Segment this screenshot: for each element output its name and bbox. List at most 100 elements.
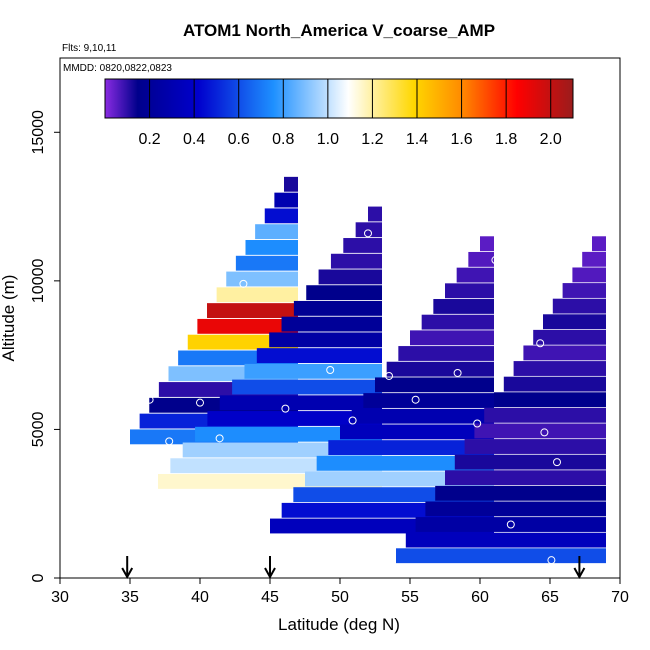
flight-point bbox=[453, 368, 462, 377]
colorbar-tick-label: 1.4 bbox=[406, 131, 428, 148]
colorbar bbox=[104, 78, 574, 119]
flight-point bbox=[491, 256, 500, 265]
heatmap-cell bbox=[582, 251, 606, 267]
heatmap-cell bbox=[207, 411, 382, 426]
heatmap-cell bbox=[454, 454, 606, 470]
x-tick-label: 55 bbox=[401, 589, 419, 606]
colorbar-tick-label: 1.2 bbox=[361, 131, 383, 148]
x-tick-label: 35 bbox=[121, 589, 139, 606]
flight-point bbox=[138, 196, 147, 205]
flight-point bbox=[239, 279, 248, 288]
heatmap-cell bbox=[195, 426, 382, 442]
heatmap-cell bbox=[503, 376, 606, 392]
flight-point bbox=[364, 229, 372, 238]
heatmap-cell bbox=[284, 176, 298, 192]
arrow-head bbox=[121, 567, 134, 580]
flight-point bbox=[540, 428, 549, 437]
heatmap-cell bbox=[264, 208, 298, 224]
heatmap-cell bbox=[533, 329, 606, 345]
heatmap-cell bbox=[363, 393, 494, 408]
flight-point bbox=[536, 339, 545, 348]
flight-point bbox=[196, 398, 204, 407]
dates-subtitle: MMDD: 0820,0822,0823 bbox=[63, 63, 172, 74]
heatmap-cell bbox=[398, 346, 494, 361]
heatmap-cell bbox=[386, 361, 494, 377]
flight-point bbox=[326, 366, 335, 374]
heatmap-cell bbox=[306, 285, 382, 301]
y-tick-label: 5000 bbox=[30, 412, 47, 448]
flight-point bbox=[301, 223, 309, 232]
colorbar-tick-label: 0.6 bbox=[228, 131, 250, 148]
heatmap-cell bbox=[256, 348, 382, 364]
heatmap-cell bbox=[255, 224, 298, 240]
heatmap-cell bbox=[464, 439, 606, 454]
flight-point bbox=[614, 250, 623, 259]
x-tick-label: 30 bbox=[51, 589, 69, 606]
flight-point bbox=[144, 196, 153, 205]
flight-point bbox=[215, 434, 224, 443]
flights-subtitle: Flts: 9,10,11 bbox=[62, 43, 117, 54]
heatmap-cell bbox=[244, 363, 382, 379]
heatmap-cell bbox=[316, 455, 494, 471]
flight-point bbox=[432, 250, 441, 259]
flight-point bbox=[553, 458, 561, 467]
heatmap-cell bbox=[216, 287, 298, 303]
heatmap-cell bbox=[468, 251, 494, 267]
heatmap-cell bbox=[351, 408, 494, 424]
flight-point bbox=[145, 395, 154, 404]
heatmap-cell bbox=[572, 267, 606, 283]
x-tick-label: 60 bbox=[471, 589, 489, 606]
x-axis-label: Latitude (deg N) bbox=[278, 615, 400, 634]
flight-point bbox=[133, 232, 141, 241]
flight-point bbox=[506, 520, 515, 529]
heatmap-cell bbox=[197, 318, 298, 334]
flight-arrows bbox=[121, 556, 586, 580]
x-tick-label: 65 bbox=[541, 589, 559, 606]
heatmap-cell bbox=[421, 314, 494, 330]
colorbar-tick-label: 0.2 bbox=[138, 131, 160, 148]
x-tick-label: 45 bbox=[261, 589, 279, 606]
x-tick-label: 70 bbox=[611, 589, 629, 606]
heatmap-cell bbox=[375, 377, 494, 393]
flight-point bbox=[180, 288, 189, 297]
flight-point bbox=[149, 220, 158, 229]
colorbar-ticks: 0.2 0.4 0.6 0.8 1.0 1.2 1.4 1.6 1.8 2.0 bbox=[138, 79, 562, 148]
heatmap-cell bbox=[456, 267, 494, 283]
flight-point bbox=[165, 437, 174, 446]
heatmap-cell bbox=[523, 345, 606, 361]
heatmap-cell bbox=[425, 501, 606, 517]
y-tick-label: 0 bbox=[30, 573, 47, 582]
arrow-head bbox=[573, 567, 586, 580]
heatmap-cell bbox=[274, 192, 298, 208]
heatmap-cell bbox=[405, 532, 606, 548]
flight-point bbox=[123, 360, 132, 369]
chart-title: ATOM1 North_America V_coarse_AMP bbox=[183, 21, 495, 40]
heatmap-cell bbox=[343, 238, 382, 253]
heatmap-cell bbox=[226, 271, 298, 287]
heatmap-cell bbox=[415, 517, 606, 532]
heatmap-cell bbox=[396, 548, 606, 564]
heatmap-cell bbox=[480, 236, 494, 252]
arrow-head bbox=[264, 567, 276, 580]
heatmap-cell bbox=[445, 470, 606, 486]
y-axis-label: Altitude (m) bbox=[0, 275, 18, 362]
heatmap-cell bbox=[445, 283, 494, 299]
heatmap-cell bbox=[368, 206, 382, 222]
flight-point bbox=[385, 371, 393, 380]
y-axis: 0 5000 10000 15000 bbox=[30, 110, 60, 582]
flight-point bbox=[473, 419, 482, 428]
heatmap-cell bbox=[552, 298, 606, 314]
flight-point bbox=[149, 208, 158, 217]
heatmap-cell bbox=[513, 361, 606, 376]
flight-point bbox=[281, 404, 290, 413]
heatmap-cell bbox=[293, 300, 382, 316]
x-tick-label: 50 bbox=[331, 589, 349, 606]
heatmap-cell bbox=[281, 316, 382, 332]
heatmap-cell bbox=[269, 332, 382, 348]
colorbar-tick-label: 2.0 bbox=[540, 131, 562, 148]
heatmap-cell bbox=[433, 299, 494, 314]
colorbar-tick-label: 0.4 bbox=[183, 131, 205, 148]
heatmap-cell bbox=[219, 395, 382, 411]
heatmap-cell bbox=[592, 236, 606, 252]
